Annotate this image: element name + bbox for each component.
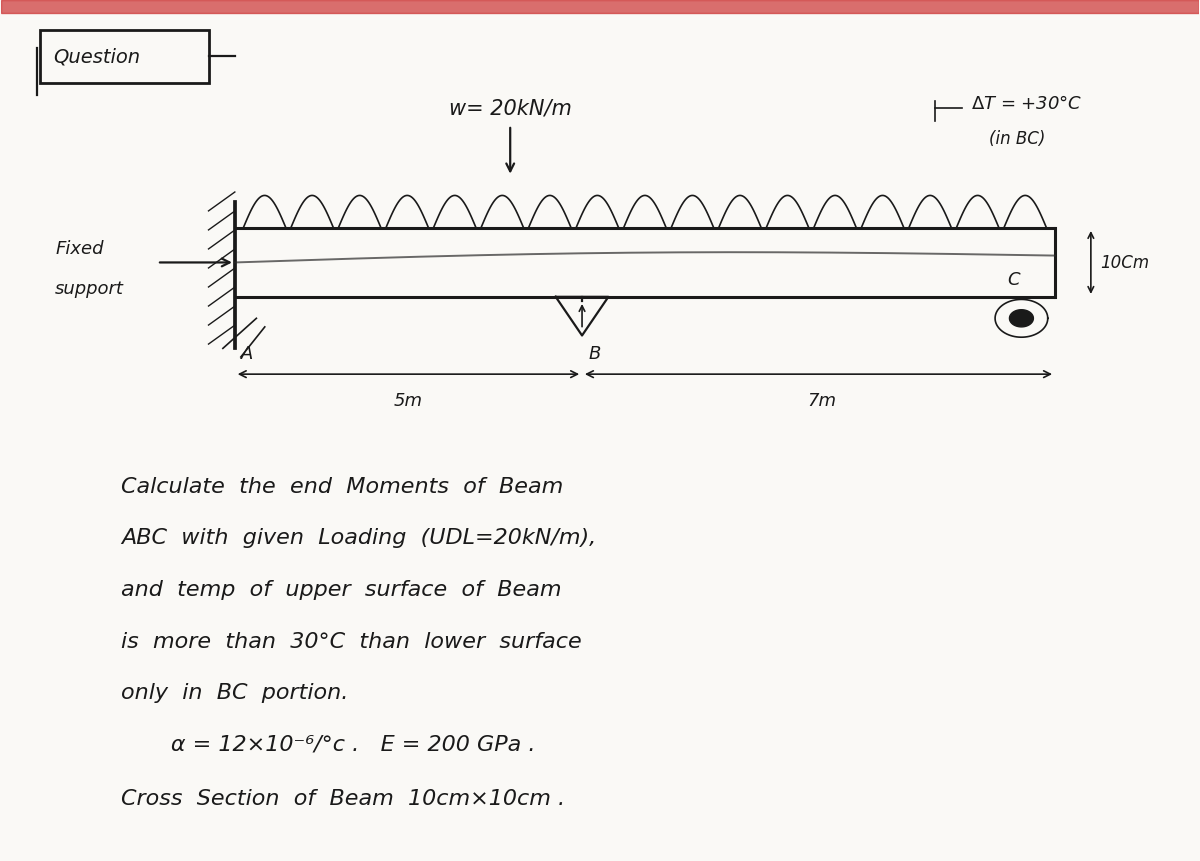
Text: (in BC): (in BC) xyxy=(989,130,1045,148)
Text: A: A xyxy=(241,344,253,362)
Polygon shape xyxy=(1009,310,1033,327)
Text: B: B xyxy=(588,344,600,362)
Text: is  more  than  30°C  than  lower  surface: is more than 30°C than lower surface xyxy=(121,631,582,651)
Text: Fixed: Fixed xyxy=(55,239,103,257)
Text: and  temp  of  upper  surface  of  Beam: and temp of upper surface of Beam xyxy=(121,579,562,599)
Text: support: support xyxy=(55,280,124,298)
Text: w= 20kN/m: w= 20kN/m xyxy=(449,99,571,119)
Text: Question: Question xyxy=(53,47,140,66)
Text: α = 12×10⁻⁶/°c .   E = 200 GPa .: α = 12×10⁻⁶/°c . E = 200 GPa . xyxy=(121,734,535,753)
Text: $\Delta$T = +30$\degree$C: $\Delta$T = +30$\degree$C xyxy=(971,96,1082,114)
Text: C: C xyxy=(1007,271,1020,289)
Text: ABC  with  given  Loading  (UDL=20kN/m),: ABC with given Loading (UDL=20kN/m), xyxy=(121,528,596,548)
Text: 5m: 5m xyxy=(394,392,422,410)
Text: Calculate  the  end  Moments  of  Beam: Calculate the end Moments of Beam xyxy=(121,476,563,496)
Text: only  in  BC  portion.: only in BC portion. xyxy=(121,682,348,703)
Text: Cross  Section  of  Beam  10cm×10cm .: Cross Section of Beam 10cm×10cm . xyxy=(121,788,565,808)
Text: 10Cm: 10Cm xyxy=(1100,254,1150,272)
Text: 7m: 7m xyxy=(806,392,836,410)
Bar xyxy=(1,2,1199,15)
